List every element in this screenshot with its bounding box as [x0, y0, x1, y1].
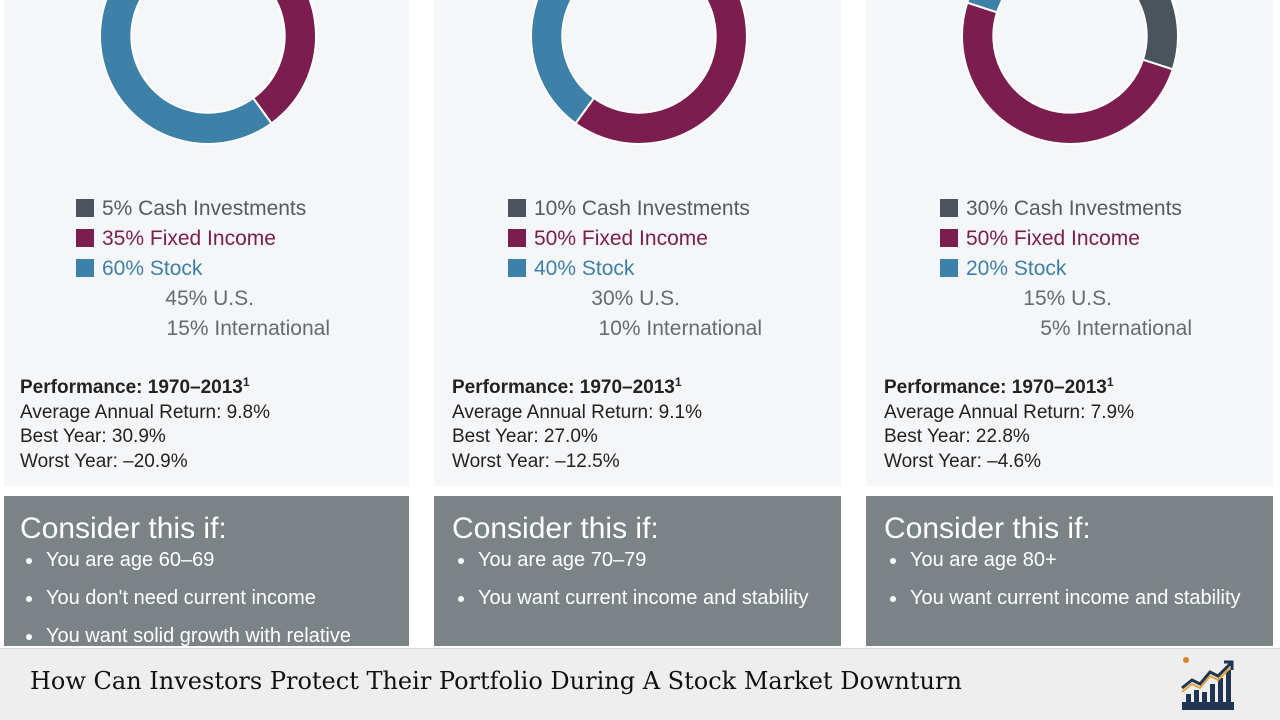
portfolio-card-3: 30% Cash Investments 50% Fixed Income 20… — [866, 0, 1273, 486]
portfolio-card-2: 10% Cash Investments 50% Fixed Income 40… — [434, 0, 841, 486]
consider-item: You are age 60–69 — [20, 548, 400, 572]
footnote-marker: 1 — [242, 375, 250, 389]
fixed-income-swatch — [76, 229, 94, 247]
donut-slice-stock — [966, 0, 1004, 14]
cash-swatch — [940, 199, 958, 217]
footer-title: How Can Investors Protect Their Portfoli… — [30, 667, 962, 695]
consider-item: You are age 80+ — [884, 548, 1264, 572]
portfolio-card-1: 5% Cash Investments 35% Fixed Income 60%… — [4, 0, 409, 486]
performance-heading-text: Performance: 1970–2013 — [452, 377, 675, 398]
stock-swatch — [76, 259, 94, 277]
worst-year: Worst Year: –12.5% — [452, 450, 620, 472]
footnote-marker: 1 — [674, 375, 682, 389]
legend-item-fixed-income: 50% Fixed Income — [940, 224, 1230, 254]
consider-panel-2: Consider this if: You are age 70–79 You … — [434, 496, 841, 646]
allocation-donut-3 — [961, 0, 1179, 145]
best-year: Best Year: 30.9% — [20, 426, 166, 447]
worst-year: Worst Year: –4.6% — [884, 450, 1042, 472]
donut-slice-stock — [99, 0, 273, 145]
performance-3: Performance: 1970–20131 Average Annual R… — [884, 370, 1134, 474]
cash-swatch — [76, 199, 94, 217]
fixed-income-swatch — [508, 229, 526, 247]
donut-slice-stock — [530, 0, 596, 125]
legend-sub-us: 45% U.S. — [165, 287, 254, 310]
legend-2: 10% Cash Investments 50% Fixed Income 40… — [508, 194, 788, 344]
performance-heading: Performance: 1970–20131 — [20, 370, 270, 401]
legend-label-fixed-income: 35% Fixed Income — [102, 227, 276, 250]
fixed-income-swatch — [940, 229, 958, 247]
legend-item-stock: 60% Stock — [76, 254, 346, 284]
legend-label-cash: 5% Cash Investments — [102, 197, 307, 220]
legend-item-cash: 5% Cash Investments — [76, 194, 346, 224]
consider-list-1: You are age 60–69 You don't need current… — [20, 548, 400, 646]
legend-label-stock: 60% Stock — [102, 257, 203, 280]
footer-bar: How Can Investors Protect Their Portfoli… — [0, 648, 1280, 720]
legend-sub-us: 30% U.S. — [591, 287, 680, 310]
consider-item: You are age 70–79 — [452, 548, 832, 572]
consider-item: You don't need current income — [20, 586, 400, 610]
donut-slice-fixed-income — [961, 1, 1174, 145]
legend-label-cash: 10% Cash Investments — [534, 197, 750, 220]
performance-heading: Performance: 1970–20131 — [884, 370, 1134, 401]
footnote-marker: 1 — [1106, 375, 1114, 389]
consider-panel-1: Consider this if: You are age 60–69 You … — [4, 496, 409, 646]
consider-item: You want current income and stability — [884, 586, 1264, 610]
donut-slice-cash-investments — [1136, 0, 1179, 71]
legend-item-fixed-income: 35% Fixed Income — [76, 224, 346, 254]
legend-3: 30% Cash Investments 50% Fixed Income 20… — [940, 194, 1230, 344]
consider-title: Consider this if: — [884, 512, 1091, 545]
cash-swatch — [508, 199, 526, 217]
allocation-donut-2 — [530, 0, 748, 145]
performance-1: Performance: 1970–20131 Average Annual R… — [20, 370, 270, 474]
performance-heading: Performance: 1970–20131 — [452, 370, 702, 401]
donut-slice-fixed-income — [574, 0, 748, 145]
stock-swatch — [940, 259, 958, 277]
legend-item-cash: 30% Cash Investments — [940, 194, 1230, 224]
consider-title: Consider this if: — [452, 512, 659, 545]
performance-heading-text: Performance: 1970–2013 — [20, 377, 243, 398]
legend-item-stock: 40% Stock — [508, 254, 788, 284]
performance-heading-text: Performance: 1970–2013 — [884, 377, 1107, 398]
consider-item: You want current income and stability — [452, 586, 832, 610]
legend-sub-us: 15% U.S. — [1023, 287, 1112, 310]
consider-list-2: You are age 70–79 You want current incom… — [452, 548, 832, 624]
consider-panel-3: Consider this if: You are age 80+ You wa… — [866, 496, 1273, 646]
chart-growth-icon — [1181, 657, 1234, 710]
legend-item-cash: 10% Cash Investments — [508, 194, 788, 224]
best-year: Best Year: 27.0% — [452, 426, 598, 447]
consider-title: Consider this if: — [20, 512, 227, 545]
legend-sub-international: 15% International — [166, 317, 330, 340]
legend-label-fixed-income: 50% Fixed Income — [534, 227, 708, 250]
legend-1: 5% Cash Investments 35% Fixed Income 60%… — [76, 194, 346, 344]
legend-item-fixed-income: 50% Fixed Income — [508, 224, 788, 254]
consider-list-3: You are age 80+ You want current income … — [884, 548, 1264, 624]
stock-swatch — [508, 259, 526, 277]
legend-sub-international: 5% International — [1040, 317, 1192, 340]
best-year: Best Year: 22.8% — [884, 426, 1030, 447]
consider-item: You want solid growth with relative — [20, 624, 400, 646]
worst-year: Worst Year: –20.9% — [20, 450, 188, 472]
average-annual-return: Average Annual Return: 9.1% — [452, 401, 702, 423]
allocation-donut-1 — [99, 0, 317, 145]
average-annual-return: Average Annual Return: 9.8% — [20, 401, 270, 423]
legend-item-stock: 20% Stock — [940, 254, 1230, 284]
legend-label-stock: 40% Stock — [534, 257, 635, 280]
legend-label-fixed-income: 50% Fixed Income — [966, 227, 1140, 250]
performance-2: Performance: 1970–20131 Average Annual R… — [452, 370, 702, 474]
average-annual-return: Average Annual Return: 7.9% — [884, 401, 1134, 423]
legend-sub-international: 10% International — [598, 317, 762, 340]
legend-label-stock: 20% Stock — [966, 257, 1067, 280]
legend-label-cash: 30% Cash Investments — [966, 197, 1182, 220]
